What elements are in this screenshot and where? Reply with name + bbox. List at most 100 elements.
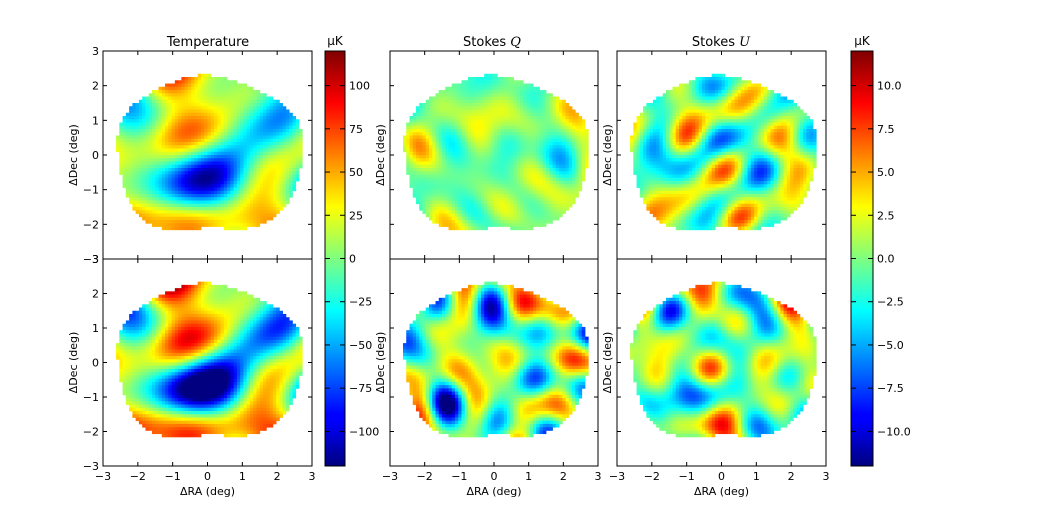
y-tick-label: −3: [83, 253, 99, 266]
heatmap-cell: [445, 99, 449, 104]
heatmap-cell: [282, 116, 287, 120]
heatmap-cell: [178, 83, 182, 88]
heatmap-cell: [253, 200, 257, 205]
heatmap-cell: [122, 158, 127, 162]
heatmap-cell: [132, 207, 137, 211]
heatmap-cell: [513, 93, 518, 97]
heatmap-cell: [171, 96, 176, 101]
heatmap-cell: [721, 80, 726, 84]
heatmap-cell: [568, 129, 573, 133]
heatmap-cell: [451, 158, 456, 162]
heatmap-cell: [276, 187, 280, 192]
heatmap-cell: [529, 190, 534, 195]
heatmap-cell: [549, 96, 553, 101]
heatmap-cell: [138, 158, 143, 162]
heatmap-cell: [500, 210, 505, 214]
heatmap-cell: [458, 220, 462, 224]
heatmap-cell: [451, 122, 456, 127]
heatmap-cell: [158, 164, 163, 169]
heatmap-cell: [435, 145, 440, 149]
heatmap-cell: [276, 207, 280, 211]
heatmap-cell: [214, 213, 218, 218]
heatmap-cell: [145, 197, 150, 201]
heatmap-cell: [191, 132, 195, 136]
heatmap-cell: [184, 103, 189, 107]
heatmap-cell: [282, 161, 287, 166]
heatmap-cell: [711, 96, 716, 101]
heatmap-cell: [223, 161, 228, 166]
heatmap-cell: [207, 116, 212, 120]
heatmap-cell: [233, 109, 238, 114]
heatmap-cell: [214, 77, 218, 81]
heatmap-cell: [468, 77, 472, 81]
heatmap-cell: [708, 93, 713, 97]
heatmap-cell: [526, 177, 531, 182]
heatmap-cell: [191, 93, 195, 97]
heatmap-cell: [688, 93, 693, 97]
heatmap-cell: [523, 197, 527, 201]
heatmap-cell: [253, 148, 257, 153]
heatmap-cell: [529, 216, 534, 221]
heatmap-cell: [429, 155, 433, 159]
heatmap-cell: [263, 109, 267, 114]
heatmap-cell: [168, 174, 172, 179]
heatmap-cell: [298, 145, 303, 149]
heatmap-cell: [497, 171, 501, 175]
heatmap-cell: [227, 80, 231, 84]
heatmap-cell: [171, 174, 176, 179]
heatmap-cell: [546, 190, 550, 195]
heatmap-cell: [549, 155, 553, 159]
heatmap-cell: [481, 207, 485, 211]
heatmap-cell: [184, 148, 189, 153]
heatmap-cell: [494, 184, 498, 188]
heatmap-cell: [184, 135, 189, 140]
heatmap-cell: [533, 207, 537, 211]
heatmap-cell: [165, 164, 169, 169]
heatmap-cell: [549, 168, 553, 172]
heatmap-cell: [259, 177, 264, 182]
heatmap-cell: [145, 103, 150, 107]
heatmap-cell: [184, 223, 189, 227]
heatmap-cell: [510, 164, 514, 169]
heatmap-cell: [513, 177, 518, 182]
heatmap-cell: [477, 96, 482, 101]
heatmap-cell: [523, 203, 527, 208]
heatmap-cell: [240, 168, 244, 172]
heatmap-cell: [568, 174, 573, 179]
heatmap-cell: [145, 99, 150, 104]
heatmap-cell: [220, 148, 225, 153]
heatmap-cell: [458, 148, 462, 153]
heatmap-cell: [155, 177, 159, 182]
heatmap-cell: [422, 142, 427, 146]
heatmap-cell: [253, 223, 257, 227]
heatmap-cell: [409, 138, 414, 143]
heatmap-cell: [484, 112, 488, 117]
heatmap-cell: [142, 168, 146, 172]
heatmap-cell: [520, 223, 524, 227]
heatmap-cell: [210, 155, 215, 159]
heatmap-cell: [168, 197, 172, 201]
heatmap-cell: [468, 132, 472, 136]
heatmap-cell: [546, 145, 550, 149]
heatmap-cell: [204, 129, 208, 133]
heatmap-cell: [507, 135, 511, 140]
heatmap-cell: [165, 174, 169, 179]
heatmap-cell: [474, 145, 479, 149]
heatmap-cell: [422, 132, 427, 136]
heatmap-cell: [435, 148, 440, 153]
heatmap-cell: [432, 168, 436, 172]
heatmap-cell: [217, 200, 221, 205]
heatmap-cell: [529, 103, 534, 107]
heatmap-cell: [249, 197, 254, 201]
heatmap-cell: [158, 155, 163, 159]
heatmap-cell: [494, 142, 498, 146]
heatmap-cell: [138, 194, 143, 198]
heatmap-cell: [214, 142, 218, 146]
heatmap-cell: [780, 112, 784, 117]
heatmap-cell: [539, 171, 544, 175]
heatmap-cell: [513, 158, 518, 162]
heatmap-cell: [289, 142, 293, 146]
heatmap-cell: [165, 197, 169, 201]
heatmap-cell: [516, 226, 521, 231]
heatmap-cell: [438, 122, 443, 127]
